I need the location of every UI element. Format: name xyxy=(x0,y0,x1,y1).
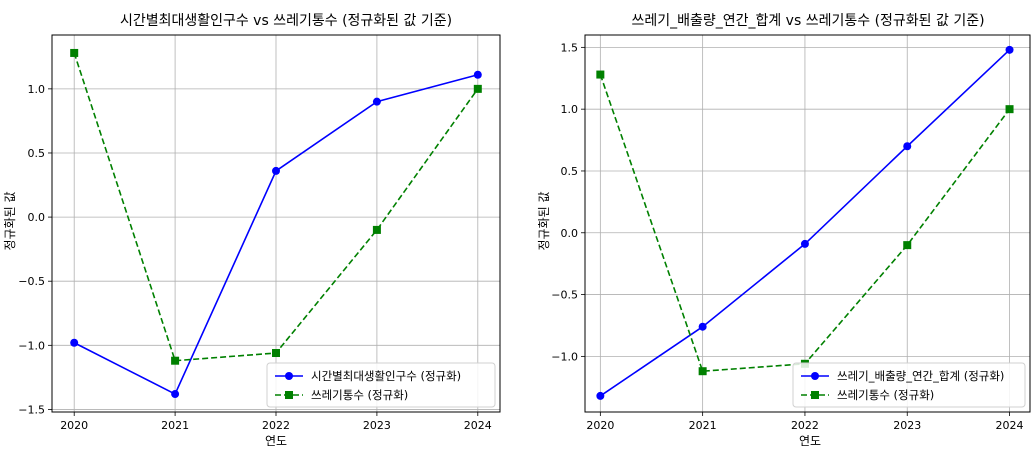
y-tick-label: −1.0 xyxy=(551,350,578,363)
y-axis-label: 정규화된 값 xyxy=(537,191,551,250)
y-axis-label: 정규화된 값 xyxy=(3,191,17,250)
y-tick-label: 1.0 xyxy=(28,83,46,96)
y-tick-label: −1.0 xyxy=(18,339,45,352)
x-tick-label: 2024 xyxy=(996,419,1024,432)
data-point xyxy=(1005,45,1014,54)
y-tick-label: −0.5 xyxy=(18,275,45,288)
x-tick-label: 2021 xyxy=(689,419,717,432)
y-tick-label: 0.5 xyxy=(561,165,579,178)
data-point xyxy=(171,356,180,365)
data-point xyxy=(272,166,280,175)
data-point xyxy=(473,84,482,93)
data-point xyxy=(272,349,280,358)
legend-label: 쓰레기통수 (정규화) xyxy=(837,388,934,402)
legend-box xyxy=(792,362,1026,408)
legend: 쓰레기_배출량_연간_합계 (정규화) 쓰레기통수 (정규화) xyxy=(792,362,1026,408)
y-tick-label: 0.0 xyxy=(561,227,579,240)
x-tick-label: 2024 xyxy=(464,419,492,432)
x-axis-label: 연도 xyxy=(265,434,287,448)
data-point xyxy=(171,390,180,399)
grid xyxy=(585,35,1030,412)
chart-title: 쓰레기_배출량_연간_합계 vs 쓰레기통수 (정규화된 값 기준) xyxy=(631,13,984,29)
legend: 시간별최대생활인구수 (정규화) 쓰레기통수 (정규화) xyxy=(266,362,496,408)
x-tick-label: 2020 xyxy=(586,419,614,432)
data-point xyxy=(372,97,381,106)
data-point xyxy=(698,322,707,331)
data-point xyxy=(698,367,707,376)
y-tick-label: 0.5 xyxy=(28,147,46,160)
x-tick-label: 2021 xyxy=(161,419,189,432)
legend-marker xyxy=(811,372,819,380)
legend-marker xyxy=(285,391,293,399)
data-point xyxy=(372,225,381,234)
legend-label: 쓰레기_배출량_연간_합계 (정규화) xyxy=(837,369,1004,383)
x-axis-label: 연도 xyxy=(799,434,821,448)
chart-left: 시간별최대생활인구수 vs 쓰레기통수 (정규화된 값 기준) 연도 정규화된 … xyxy=(3,13,501,448)
data-point xyxy=(70,338,79,347)
data-point xyxy=(596,70,605,79)
plot-frame xyxy=(584,34,1031,413)
y-tick-label: −0.5 xyxy=(551,289,578,302)
legend-label: 쓰레기통수 (정규화) xyxy=(311,388,408,402)
data-point xyxy=(596,391,605,400)
data-point xyxy=(903,241,912,250)
chart-title: 시간별최대생활인구수 vs 쓰레기통수 (정규화된 값 기준) xyxy=(120,13,452,29)
data-point xyxy=(1005,105,1014,114)
x-tick-label: 2023 xyxy=(363,419,391,432)
x-tick-label: 2022 xyxy=(791,419,819,432)
legend-marker xyxy=(811,391,819,399)
legend-marker xyxy=(285,372,293,380)
x-tick-label: 2020 xyxy=(60,419,88,432)
data-point xyxy=(903,142,912,151)
plot-frame xyxy=(51,34,501,413)
data-point xyxy=(800,239,809,248)
chart-right: 쓰레기_배출량_연간_합계 vs 쓰레기통수 (정규화된 값 기준) 연도 정규… xyxy=(537,13,1031,448)
y-tick-label: −1.5 xyxy=(18,403,45,416)
x-tick-label: 2023 xyxy=(893,419,921,432)
data-point xyxy=(473,70,482,79)
y-tick-label: 1.0 xyxy=(561,103,579,116)
data-point xyxy=(70,48,79,57)
legend-label: 시간별최대생활인구수 (정규화) xyxy=(311,369,461,383)
y-tick-label: 1.5 xyxy=(561,41,579,54)
legend-box xyxy=(266,362,496,408)
x-tick-label: 2022 xyxy=(262,419,290,432)
grid xyxy=(52,35,500,412)
y-tick-label: 0.0 xyxy=(28,211,46,224)
